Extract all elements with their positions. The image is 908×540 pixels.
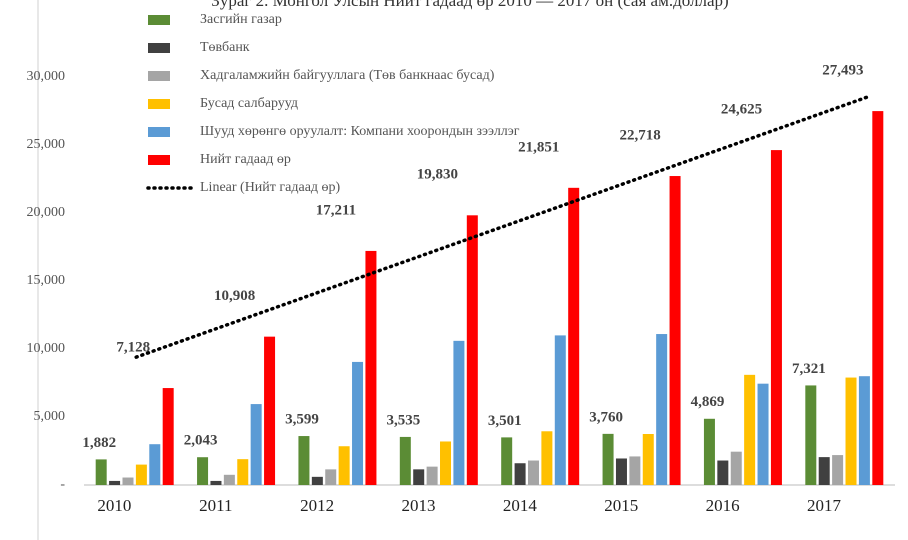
data-label: 3,535 [386,412,420,428]
bar [135,464,147,485]
bar [805,385,817,485]
data-label: 27,493 [822,63,863,79]
x-tick-label: 2015 [604,496,638,515]
bar [453,340,465,485]
bar [338,446,350,485]
bar [757,383,769,485]
bar [162,388,174,485]
bar [352,361,364,485]
bar [311,476,323,485]
legend-swatch [148,43,170,53]
bar [514,463,526,485]
data-label: 21,851 [518,139,559,155]
bar [717,460,729,485]
x-tick-label: 2013 [402,496,436,515]
bar [149,444,161,485]
bar [629,456,641,485]
bar [501,437,513,485]
bar [95,459,107,485]
bar [440,441,452,485]
bar [554,335,566,485]
bar [197,457,209,485]
bar [872,111,884,485]
y-tick-label: 10,000 [27,341,66,356]
bar [399,436,411,485]
bar [730,451,742,485]
bar [744,374,756,485]
legend-swatch [148,99,170,109]
bar [669,176,681,485]
x-tick-label: 2017 [807,496,842,515]
bar [703,418,715,485]
y-tick-label: 20,000 [27,205,66,220]
chart-frame [37,0,39,540]
x-tick-label: 2014 [503,496,538,515]
legend-label: Төвбанк [200,40,250,55]
legend-label: Бусад салбарууд [200,96,298,111]
bar [413,469,425,485]
bar [426,466,438,485]
legend-swatch [148,127,170,137]
legend-swatch [148,155,170,165]
bar [602,433,614,485]
legend-swatch [148,15,170,25]
legend-label: Linear (Нийт гадаад өр) [200,180,341,195]
bar [568,187,580,485]
data-label: 4,869 [691,394,725,410]
x-tick-label: 2010 [97,496,131,515]
legend-label: Нийт гадаад өр [200,152,291,167]
y-tick-label: 15,000 [27,273,66,288]
y-tick-label: 25,000 [27,137,66,152]
data-label: 24,625 [721,102,762,118]
data-label: 2,043 [184,433,218,449]
bar [365,250,377,485]
bar [858,376,870,485]
data-label: 22,718 [619,127,660,143]
data-label: 10,908 [214,288,255,304]
legend-label: Хадгаламжийн байгууллага (Төв банкнаас б… [200,68,495,83]
legend-label: Шууд хөрөнгө оруулалт: Компани хоорондын… [200,124,520,139]
y-tick-label: - [60,477,65,492]
bar [541,431,553,485]
bar [832,455,844,485]
x-tick-label: 2016 [706,496,740,515]
data-label: 17,211 [316,202,356,218]
bar [237,459,249,485]
legend-swatch [148,71,170,81]
bar [250,404,262,485]
bar [264,336,276,485]
data-label: 3,599 [285,411,319,427]
y-tick-label: 5,000 [34,409,66,424]
bar [325,469,337,485]
bar [527,460,539,485]
bar [818,457,830,485]
bar [122,477,134,485]
bar [656,334,668,485]
data-label: 19,830 [417,167,458,183]
bar [466,215,478,485]
data-label: 7,321 [792,361,826,377]
legend-label: Засгийн газар [200,12,282,27]
bar [298,436,310,485]
x-tick-label: 2011 [199,496,232,515]
bar [210,480,222,485]
bar [109,480,121,485]
trendline [134,95,870,359]
chart-title: Зураг 2. Монгол Улсын Нийт гадаад өр 201… [211,0,728,10]
x-tick-label: 2012 [300,496,334,515]
y-tick-label: 30,000 [27,69,66,84]
bar [642,434,654,485]
data-label: 3,501 [488,413,522,429]
bar [223,474,235,485]
data-label: 1,882 [82,435,116,451]
bar [770,150,782,485]
bar [845,377,857,485]
bar [615,458,627,485]
data-label: 7,128 [116,339,150,355]
data-label: 3,760 [589,409,623,425]
